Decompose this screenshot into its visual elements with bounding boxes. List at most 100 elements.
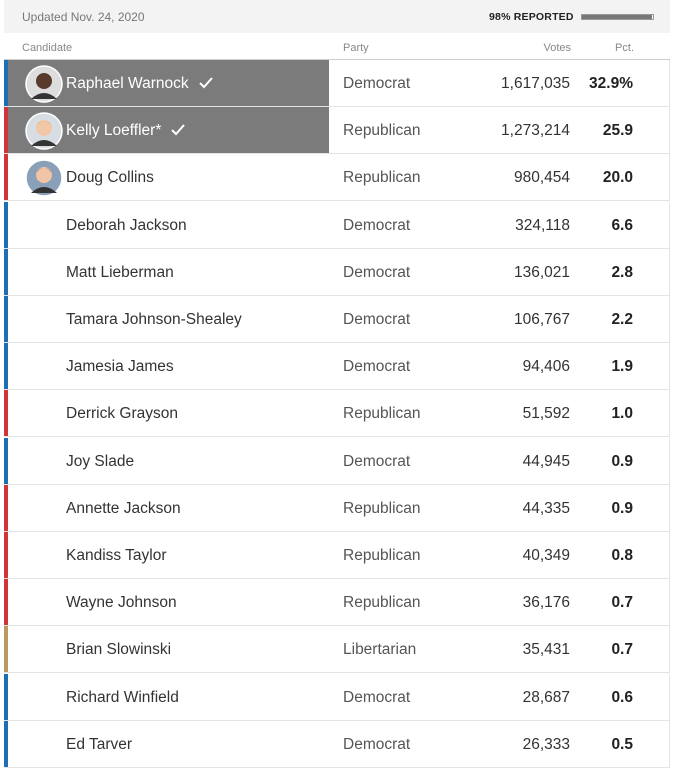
name-cell: Doug Collins: [8, 154, 329, 200]
party-name: Democrat: [343, 216, 411, 234]
candidate-row: Matt Lieberman Democrat 136,021 2.8: [4, 248, 670, 296]
vote-percent: 1.9: [611, 358, 633, 376]
party-name: Republican: [343, 499, 421, 517]
name-cell: Matt Lieberman: [8, 249, 329, 295]
vote-count: 94,406: [522, 358, 570, 376]
party-name: Democrat: [343, 735, 411, 753]
party-name: Republican: [343, 122, 421, 140]
candidate-row: Deborah Jackson Democrat 324,118 6.6: [4, 201, 670, 249]
col-pct: Pct.: [615, 42, 634, 54]
vote-percent: 0.8: [611, 547, 633, 564]
party-name: Republican: [343, 405, 421, 423]
col-party: Party: [343, 42, 369, 54]
name-cell: Joy Slade: [8, 438, 329, 484]
party-color-bar: [4, 343, 8, 390]
candidate-name: Brian Slowinski: [66, 641, 172, 659]
party-name: Democrat: [343, 311, 411, 328]
candidate-row: Tamara Johnson-Shealey Democrat 106,767 2.2: [4, 296, 670, 343]
candidate-row: Raphael Warnock Democrat 1,617,035 32.9%: [4, 60, 670, 107]
party-color-bar: [4, 579, 8, 626]
candidate-name: Kelly Loeffler*: [66, 122, 162, 140]
name-cell: Brian Slowinski: [8, 626, 329, 672]
party-name: Democrat: [343, 263, 411, 281]
candidate-row: Jamesia James Democrat 94,406 1.9: [4, 343, 670, 391]
name-cell: Raphael Warnock: [8, 60, 329, 106]
party-name: Democrat: [343, 358, 411, 376]
vote-count: 51,592: [522, 405, 570, 423]
candidate-row: Richard Winfield Democrat 28,687 0.6: [4, 673, 670, 721]
party-name: Democrat: [343, 688, 411, 706]
vote-count: 36,176: [522, 594, 570, 612]
candidate-photo: [25, 112, 63, 150]
reported-text: 98% REPORTED: [489, 11, 574, 23]
vote-percent: 20.0: [602, 169, 633, 187]
vote-percent: 0.5: [611, 735, 633, 753]
progress-bar: [581, 14, 654, 20]
vote-percent: 2.2: [611, 311, 633, 328]
top-bar: Updated Nov. 24, 2020 98% REPORTED: [4, 0, 670, 33]
candidate-row: Kelly Loeffler* Republican 1,273,214 25.9: [4, 107, 670, 155]
name-cell: Richard Winfield: [8, 674, 329, 720]
candidate-row: Annette Jackson Republican 44,335 0.9: [4, 484, 670, 532]
party-color-bar: [4, 107, 8, 154]
candidate-row: Brian Slowinski Libertarian 35,431 0.7: [4, 626, 670, 674]
candidate-photo: [25, 65, 63, 103]
candidate-name: Wayne Johnson: [66, 594, 177, 612]
vote-count: 35,431: [522, 641, 570, 659]
vote-count: 26,333: [522, 735, 570, 753]
candidate-row: Ed Tarver Democrat 26,333 0.5: [4, 720, 670, 768]
candidate-name: Kandiss Taylor: [66, 547, 167, 564]
party-color-bar: [4, 390, 8, 437]
party-color-bar: [4, 720, 8, 767]
col-candidate: Candidate: [22, 42, 73, 54]
progress-fill: [582, 15, 652, 19]
vote-percent: 0.6: [611, 688, 633, 706]
candidate-name: Joy Slade: [66, 452, 135, 470]
vote-percent: 25.9: [602, 122, 633, 140]
party-color-bar: [4, 532, 8, 578]
vote-percent: 1.0: [611, 405, 633, 423]
name-cell: Annette Jackson: [8, 485, 329, 531]
party-name: Libertarian: [343, 641, 417, 659]
candidate-name: Derrick Grayson: [66, 405, 178, 423]
party-color-bar: [4, 673, 8, 720]
candidate-row: Doug Collins Republican 980,454 20.0: [4, 154, 670, 202]
party-color-bar: [4, 154, 8, 201]
candidate-photo: [25, 159, 63, 198]
name-cell: Jamesia James: [8, 343, 329, 389]
name-cell: Tamara Johnson-Shealey: [8, 296, 329, 342]
vote-count: 136,021: [513, 263, 570, 281]
winner-check: [199, 77, 213, 89]
candidate-row: Joy Slade Democrat 44,945 0.9: [4, 437, 670, 485]
vote-count: 44,335: [522, 499, 570, 517]
party-name: Republican: [343, 169, 421, 187]
name-cell: Derrick Grayson: [8, 390, 329, 436]
vote-percent: 6.6: [611, 216, 633, 234]
party-color-bar: [4, 484, 8, 531]
party-name: Democrat: [343, 452, 411, 470]
party-color-bar: [4, 437, 8, 484]
vote-count: 106,767: [513, 311, 570, 328]
candidate-row: Wayne Johnson Republican 36,176 0.7: [4, 579, 670, 627]
col-votes: Votes: [543, 42, 571, 54]
party-color-bar: [4, 296, 8, 342]
candidate-name: Deborah Jackson: [66, 216, 187, 234]
candidate-name: Annette Jackson: [66, 499, 181, 517]
vote-count: 1,273,214: [501, 122, 570, 140]
column-header: Candidate Party Votes Pct.: [4, 34, 670, 60]
party-name: Republican: [343, 594, 421, 612]
vote-percent: 32.9%: [589, 75, 633, 92]
name-cell: Kelly Loeffler*: [8, 107, 329, 154]
candidate-name: Richard Winfield: [66, 688, 179, 706]
vote-percent: 0.7: [611, 594, 633, 612]
name-cell: Wayne Johnson: [8, 579, 329, 625]
vote-count: 1,617,035: [501, 75, 570, 92]
candidate-name: Raphael Warnock: [66, 75, 189, 92]
party-color-bar: [4, 626, 8, 673]
vote-percent: 2.8: [611, 263, 633, 281]
vote-percent: 0.9: [611, 499, 633, 517]
candidate-name: Matt Lieberman: [66, 263, 174, 281]
winner-check: [171, 124, 185, 136]
updated-text: Updated Nov. 24, 2020: [22, 10, 145, 24]
